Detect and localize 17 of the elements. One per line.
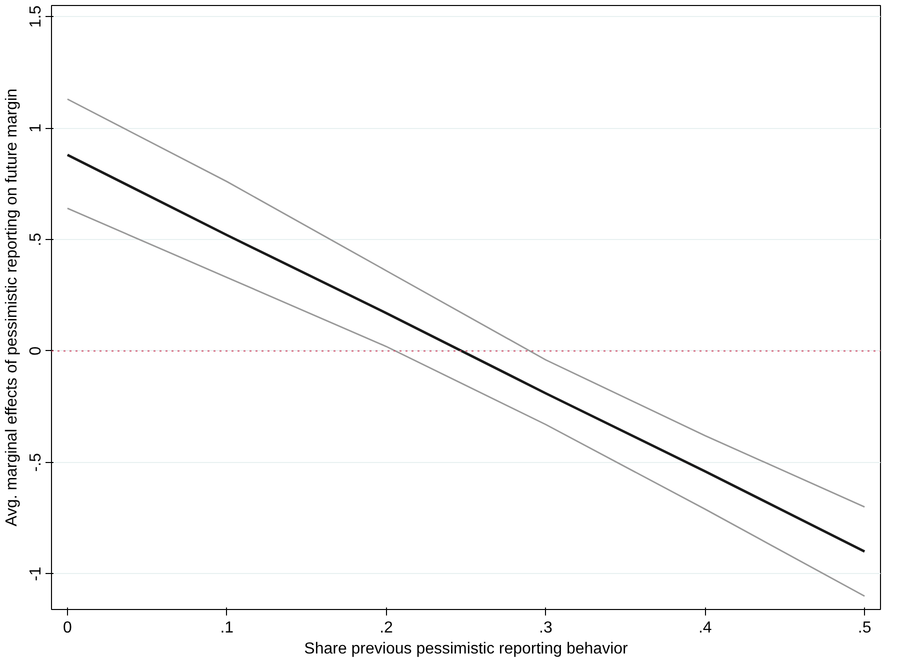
y-tick-label: -.5 — [28, 452, 44, 472]
x-axis-title: Share previous pessimistic reporting behavior — [304, 640, 629, 658]
x-tick-label: .1 — [220, 620, 234, 636]
line-series — [66, 154, 866, 553]
y-tick-label: 0 — [28, 346, 44, 356]
y-tick-label: 1 — [28, 124, 44, 133]
x-tick-label: .3 — [539, 620, 552, 636]
x-tick-label: .4 — [698, 620, 712, 636]
y-axis-title: Avg. marginal effects of pessimistic reporting on future margin — [4, 88, 20, 526]
line-series — [66, 98, 866, 508]
y-tick-label: 1.5 — [28, 5, 44, 28]
line-series — [66, 208, 866, 597]
x-tick-label: .5 — [858, 620, 872, 636]
x-tick-label: .2 — [380, 620, 394, 636]
y-tick-label: -1 — [28, 566, 44, 581]
y-tick-label: .5 — [28, 232, 44, 246]
x-tick-label: 0 — [62, 620, 72, 636]
